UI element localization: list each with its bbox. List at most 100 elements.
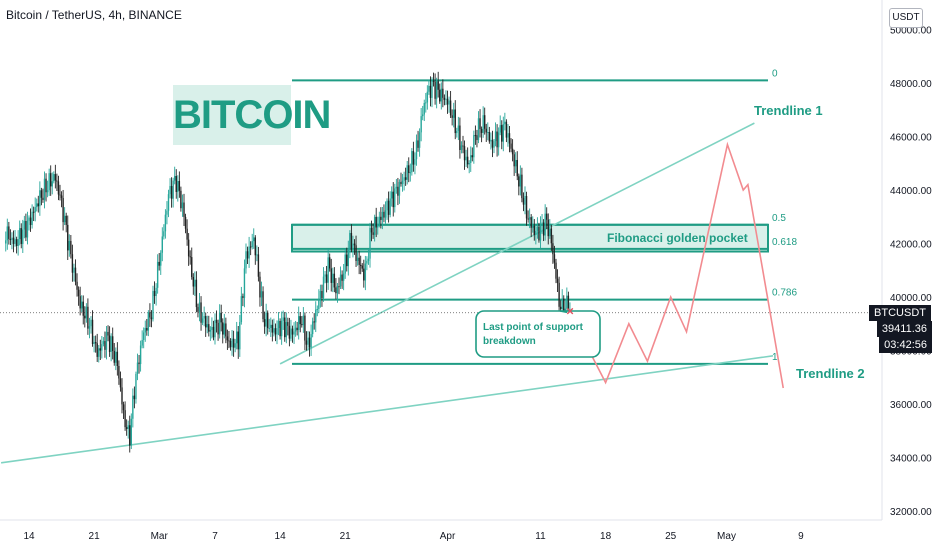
candle[interactable] (28, 215, 30, 231)
candle[interactable] (394, 183, 396, 213)
candle[interactable] (172, 177, 174, 208)
candle[interactable] (310, 324, 312, 356)
candle[interactable] (90, 316, 92, 334)
candle[interactable] (377, 216, 379, 235)
candle[interactable] (84, 306, 86, 328)
candle[interactable] (68, 234, 70, 257)
candle[interactable] (505, 119, 508, 143)
candle[interactable] (412, 141, 415, 172)
candle[interactable] (451, 109, 453, 126)
candle[interactable] (231, 329, 233, 356)
candle[interactable] (160, 250, 162, 275)
candle[interactable] (360, 255, 362, 275)
candle[interactable] (206, 315, 208, 334)
candle[interactable] (499, 115, 501, 136)
candle[interactable] (115, 347, 117, 371)
candle[interactable] (152, 285, 154, 322)
candle[interactable] (558, 276, 560, 316)
candle[interactable] (46, 180, 49, 198)
candle[interactable] (556, 269, 559, 292)
candle[interactable] (552, 234, 554, 264)
candle[interactable] (20, 223, 22, 249)
candle[interactable] (485, 123, 487, 142)
candle[interactable] (248, 236, 250, 268)
candle[interactable] (256, 245, 258, 262)
candle[interactable] (400, 172, 402, 187)
candle[interactable] (235, 321, 238, 350)
candle[interactable] (17, 230, 19, 256)
candle[interactable] (223, 313, 225, 339)
candle[interactable] (218, 304, 221, 339)
projection-path[interactable] (570, 141, 785, 389)
candle[interactable] (242, 293, 244, 307)
candle[interactable] (174, 166, 176, 185)
candle[interactable] (466, 147, 469, 169)
candle[interactable] (237, 325, 239, 359)
candle[interactable] (449, 90, 452, 118)
candle[interactable] (217, 319, 219, 341)
candle[interactable] (318, 289, 320, 314)
candle[interactable] (387, 191, 390, 223)
candle[interactable] (158, 252, 160, 271)
candle[interactable] (259, 271, 261, 307)
candle[interactable] (336, 283, 339, 303)
candle[interactable] (285, 312, 288, 344)
candle[interactable] (304, 312, 306, 351)
candle[interactable] (125, 419, 128, 436)
candle[interactable] (51, 172, 53, 195)
candle[interactable] (257, 246, 260, 282)
candle[interactable] (473, 130, 475, 164)
candle[interactable] (439, 83, 441, 104)
candle[interactable] (178, 171, 181, 198)
candle[interactable] (40, 187, 43, 206)
candle[interactable] (141, 330, 143, 349)
candle[interactable] (23, 215, 26, 239)
candle[interactable] (290, 319, 292, 342)
candle[interactable] (550, 224, 553, 251)
candle[interactable] (71, 244, 74, 282)
candle[interactable] (189, 250, 191, 265)
candle[interactable] (88, 317, 91, 339)
candle[interactable] (122, 401, 125, 419)
candle[interactable] (161, 227, 163, 262)
trendline-1[interactable] (279, 122, 755, 365)
candle[interactable] (470, 146, 472, 172)
candle[interactable] (313, 313, 315, 330)
candle[interactable] (426, 85, 429, 110)
candle[interactable] (268, 318, 270, 333)
candle[interactable] (79, 286, 81, 316)
candle[interactable] (350, 224, 353, 253)
candle[interactable] (284, 311, 286, 342)
candle[interactable] (118, 360, 120, 385)
candle[interactable] (344, 248, 346, 279)
candle[interactable] (459, 117, 461, 159)
candle[interactable] (195, 271, 198, 313)
candle[interactable] (391, 186, 393, 207)
candle[interactable] (279, 318, 281, 340)
candle[interactable] (212, 320, 215, 341)
candle[interactable] (468, 160, 470, 174)
candle[interactable] (383, 204, 385, 223)
candle[interactable] (234, 338, 236, 353)
candle[interactable] (133, 386, 136, 409)
candle[interactable] (132, 388, 134, 428)
candle[interactable] (542, 219, 545, 242)
candle[interactable] (480, 126, 483, 143)
candle[interactable] (29, 208, 32, 232)
candle[interactable] (208, 315, 210, 337)
candle[interactable] (139, 340, 142, 372)
candle[interactable] (566, 287, 568, 313)
candle[interactable] (14, 229, 16, 247)
candle[interactable] (105, 326, 108, 360)
candle[interactable] (501, 120, 503, 150)
candle[interactable] (378, 211, 381, 228)
candle[interactable] (484, 107, 486, 135)
candle[interactable] (251, 233, 253, 250)
candle[interactable] (325, 265, 328, 293)
candle[interactable] (327, 249, 329, 290)
candle[interactable] (180, 186, 182, 212)
candle[interactable] (530, 214, 532, 238)
candle[interactable] (373, 214, 376, 242)
candle[interactable] (184, 213, 187, 234)
